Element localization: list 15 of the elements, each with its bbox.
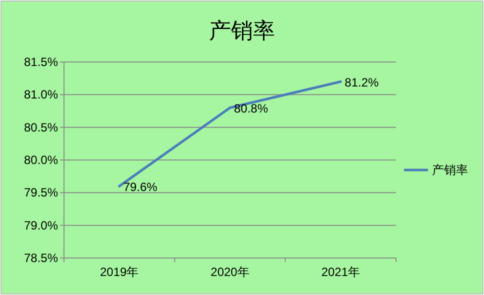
legend-label: 产销率	[432, 163, 468, 177]
x-tick-label: 2021年	[321, 265, 360, 279]
data-label: 80.8%	[234, 102, 268, 116]
y-tick-label: 81.0%	[24, 88, 58, 102]
x-tick-label: 2019年	[100, 265, 139, 279]
y-tick-label: 80.5%	[24, 120, 58, 134]
y-tick-label: 79.0%	[24, 218, 58, 232]
chart-title: 产销率	[209, 18, 275, 43]
y-tick-label: 81.5%	[24, 55, 58, 69]
data-label: 79.6%	[123, 180, 158, 194]
data-label: 81.2%	[344, 76, 380, 90]
y-tick-label: 80.0%	[24, 153, 58, 167]
y-tick-label: 78.5%	[24, 251, 58, 265]
x-tick-label: 2020年	[210, 265, 250, 279]
y-tick-label: 79.5%	[24, 186, 58, 200]
